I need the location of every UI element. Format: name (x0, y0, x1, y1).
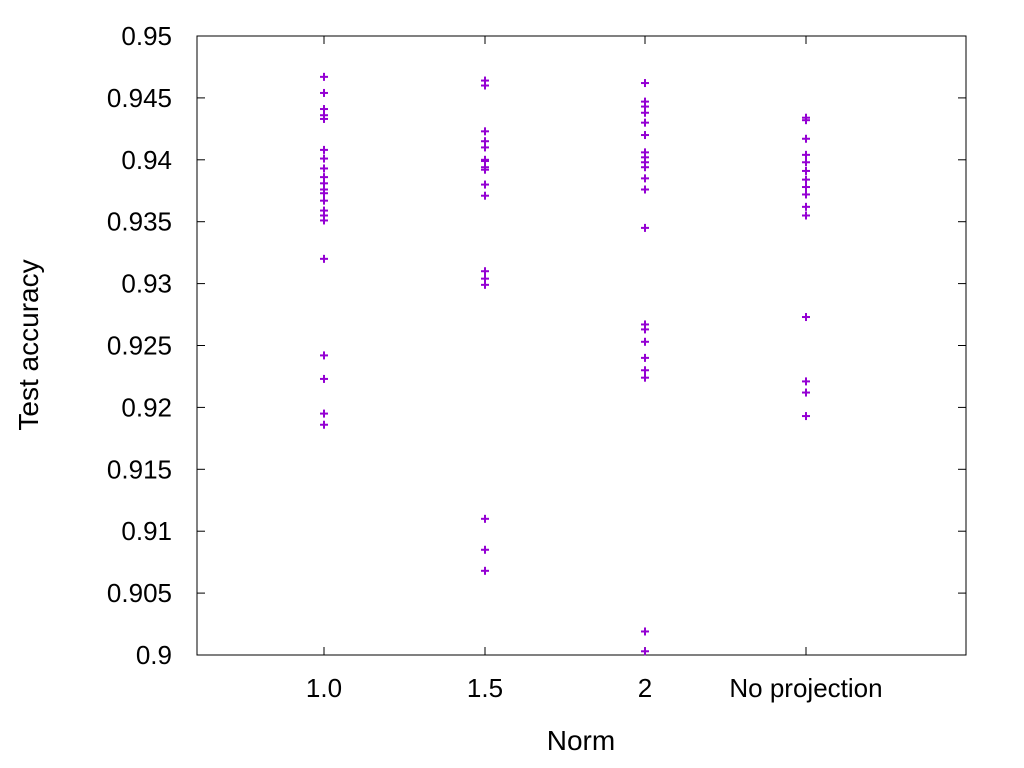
data-point (481, 545, 489, 554)
data-point (320, 72, 328, 81)
data-point (802, 175, 810, 184)
data-points (320, 72, 810, 656)
x-tick-label: No projection (729, 673, 882, 703)
data-point (641, 337, 649, 346)
data-point (802, 190, 810, 199)
data-point (481, 127, 489, 136)
x-tick-label: 1.0 (306, 673, 342, 703)
data-point (481, 191, 489, 200)
data-point (641, 353, 649, 362)
data-point (320, 351, 328, 360)
data-point (320, 374, 328, 383)
data-point (481, 165, 489, 174)
data-point (802, 388, 810, 397)
data-point (641, 131, 649, 140)
data-point (641, 174, 649, 183)
y-tick-label: 0.915 (107, 454, 172, 484)
y-tick-label: 0.945 (107, 83, 172, 113)
data-point (481, 143, 489, 152)
data-point (320, 189, 328, 198)
data-point (802, 166, 810, 175)
data-point (802, 183, 810, 192)
y-tick-label: 0.9 (136, 640, 172, 670)
data-point (641, 185, 649, 194)
data-point (320, 196, 328, 205)
y-tick-label: 0.94 (121, 145, 172, 175)
data-point (641, 79, 649, 88)
y-tick-label: 0.93 (121, 269, 172, 299)
data-point (802, 211, 810, 220)
data-point (641, 366, 649, 375)
y-tick-label: 0.935 (107, 207, 172, 237)
data-point (320, 254, 328, 263)
data-point (481, 566, 489, 575)
data-point (802, 202, 810, 211)
x-axis: 1.0 1.5 2 No projection (306, 36, 883, 703)
data-point (641, 108, 649, 117)
data-point (481, 514, 489, 523)
data-point (641, 373, 649, 382)
data-point (641, 118, 649, 127)
data-point (641, 223, 649, 232)
x-tick-label: 2 (638, 673, 652, 703)
data-point (641, 325, 649, 334)
y-axis: 0.9 0.905 0.91 0.915 0.92 0.925 0.93 0.935 0.94 0… (107, 21, 966, 670)
data-point (320, 88, 328, 97)
data-point (802, 377, 810, 386)
plot-frame (196, 35, 967, 656)
y-tick-label: 0.95 (121, 21, 172, 51)
data-point (320, 154, 328, 163)
data-point (320, 420, 328, 429)
data-point (481, 180, 489, 189)
data-point (320, 114, 328, 123)
data-point (320, 409, 328, 418)
y-tick-label: 0.925 (107, 331, 172, 361)
data-point (802, 313, 810, 322)
y-axis-label: Test accuracy (13, 259, 44, 430)
y-tick-label: 0.92 (121, 392, 172, 422)
data-point (320, 216, 328, 225)
data-point (802, 150, 810, 159)
data-point (320, 145, 328, 154)
y-tick-label: 0.91 (121, 516, 172, 546)
data-point (481, 280, 489, 289)
data-point (802, 134, 810, 143)
data-point (641, 647, 649, 656)
data-point (802, 116, 810, 125)
data-point (320, 164, 328, 173)
data-point (481, 267, 489, 276)
data-point (802, 412, 810, 421)
data-point (481, 81, 489, 90)
data-point (802, 158, 810, 167)
y-tick-label: 0.905 (107, 578, 172, 608)
x-axis-label: Norm (547, 725, 615, 756)
data-point (641, 627, 649, 636)
x-tick-label: 1.5 (467, 673, 503, 703)
data-point (641, 163, 649, 172)
